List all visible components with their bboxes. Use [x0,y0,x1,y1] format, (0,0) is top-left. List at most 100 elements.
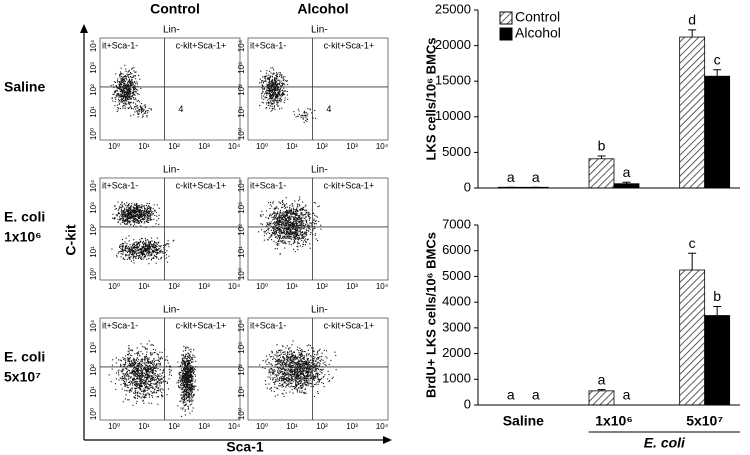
flow-event [124,220,125,221]
flow-event [283,79,284,80]
flow-event [161,378,162,379]
flow-event [130,73,131,74]
flow-event [120,94,121,95]
flow-event [182,358,183,359]
flow-event [298,109,299,110]
flow-event [151,238,152,239]
flow-event [122,80,123,81]
flow-event [141,208,142,209]
flow-event [144,243,145,244]
flow-event [275,78,276,79]
flow-event [188,363,189,364]
flow-event [133,255,134,256]
flow-event [134,216,135,217]
flow-event [293,249,294,250]
flow-event [156,257,157,258]
flow-event [187,400,188,401]
flow-event [288,238,289,239]
flow-event [278,356,279,357]
flow-event [291,213,292,214]
flow-event [184,376,185,377]
flow-event [157,374,158,375]
flow-event [124,365,125,366]
flow-event [295,221,296,222]
flow-event [307,114,308,115]
flow-event [158,354,159,355]
flow-event [144,210,145,211]
flow-event [306,213,307,214]
flow-event [127,223,128,224]
flow-event [182,407,183,408]
flow-event [297,246,298,247]
flow-event [187,377,188,378]
flow-event [264,89,265,90]
flow-event [305,236,306,237]
flow-event [134,369,135,370]
flow-event [132,82,133,83]
flow-event [270,214,271,215]
flow-event [138,373,139,374]
flow-event [146,259,147,260]
flow-event [144,256,145,257]
flow-event [289,222,290,223]
flow-event [282,202,283,203]
flow-event [155,375,156,376]
flow-event [120,204,121,205]
flow-event [162,358,163,359]
flow-event [135,390,136,391]
flow-event [135,397,136,398]
flow-event [155,247,156,248]
flow-event [153,358,154,359]
flow-event [308,213,309,214]
flow-event [169,372,170,373]
flow-event [125,106,126,107]
flow-event [148,241,149,242]
flow-event [276,224,277,225]
flow-event [264,93,265,94]
flow-event [144,360,145,361]
flow-event [132,380,133,381]
flow-event [299,215,300,216]
flow-event [184,357,185,358]
flow-event [124,92,125,93]
flow-event [131,355,132,356]
flow-event [132,85,133,86]
flow-event [171,370,172,371]
flow-event [153,378,154,379]
flow-event [279,213,280,214]
flow-event [116,214,117,215]
flow-event [184,402,185,403]
flow-event [115,101,116,102]
flow-event [277,94,278,95]
flow-event [295,234,296,235]
flow-event [127,374,128,375]
flow-event [309,109,310,110]
flow-event [122,243,123,244]
flow-event [139,245,140,246]
flow-event [129,247,130,248]
flow-event [146,244,147,245]
flow-event [284,228,285,229]
flow-event [112,365,113,366]
flow-event [142,372,143,373]
flow-event [293,220,294,221]
flow-event [166,394,167,395]
flow-event [267,229,268,230]
flow-event [281,207,282,208]
flow-event [263,214,264,215]
flow-event [284,247,285,248]
flow-event [177,362,178,363]
flow-event [286,224,287,225]
flow-event [133,257,134,258]
flow-event [287,236,288,237]
flow-event [131,391,132,392]
flow-event [156,248,157,249]
flow-event [124,223,125,224]
flow-event [145,386,146,387]
flow-event [115,92,116,93]
flow-event [185,409,186,410]
flow-event [274,212,275,213]
flow-event [129,240,130,241]
flow-event [130,372,131,373]
flow-event [150,246,151,247]
